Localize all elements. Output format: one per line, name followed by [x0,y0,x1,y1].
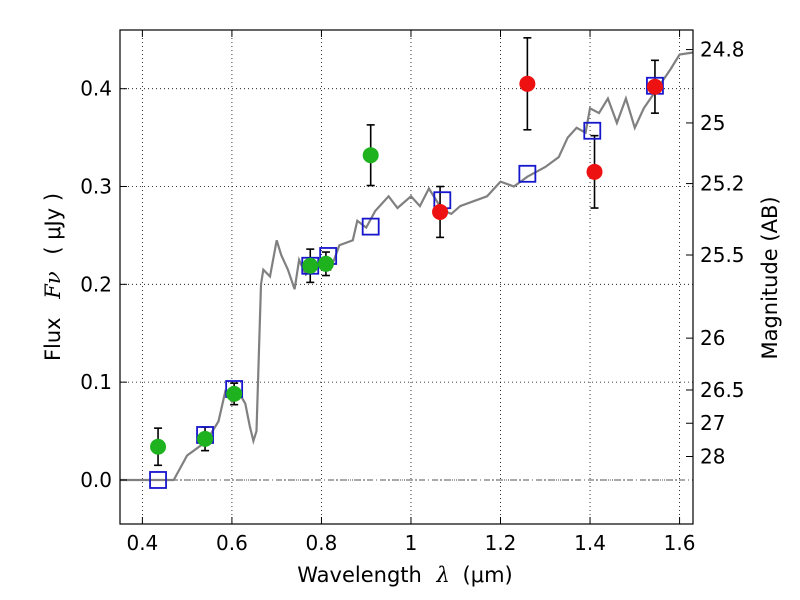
x-tick-label: 0.6 [216,531,248,555]
model-photometry-layer [149,76,664,489]
y-tick-label: 0.0 [80,468,112,492]
y2-tick-label: 28 [700,445,725,469]
optical-point [150,438,167,455]
y-axis-label: Flux Fν ( μJy ) [41,193,65,361]
optical-point [317,255,334,272]
y-axis-label-prefix: Flux [41,317,65,361]
x-axis-label: Wavelength λ (μm) [297,563,512,587]
optical-point [362,147,379,164]
y2-axis-label: Magnitude (AB) [758,196,782,359]
plot-frame [119,29,694,525]
optical-point [226,385,243,402]
y-tick-label: 0.3 [80,175,112,199]
x-tick-label: 1 [405,531,418,555]
y2-tick-label: 25 [700,111,725,135]
x-axis-label-symbol: λ [436,563,450,587]
x-tick-label: 1.6 [664,531,696,555]
x-axis-label-unit: (μm) [463,563,513,587]
y-tick-label: 0.1 [80,370,112,394]
x-tick-label: 0.4 [126,531,158,555]
y2-tick-label: 26 [700,326,725,350]
tick-layer: 0.4 0.6 0.8 1 1.2 1.4 1.6 0.0 0.1 0.2 0.3 0.4 24.8 25… [80,30,745,555]
x-tick-label: 0.8 [306,531,338,555]
y-axis-label-symbol: Fν [41,271,65,300]
model-photometry-square [583,121,602,140]
optical-point [302,257,319,274]
observed-points-layer [150,75,663,455]
nir-point [432,203,449,220]
y-axis-label-unit: ( μJy ) [41,193,65,255]
nir-point [586,163,603,180]
model-spectrum-line [120,51,694,482]
y2-tick-label: 25.5 [700,243,745,267]
x-tick-label: 1.4 [574,531,606,555]
x-tick-label: 1.2 [485,531,517,555]
model-photometry-square [518,164,537,183]
model-photometry-square [149,471,167,489]
y-tick-label: 0.4 [80,77,112,101]
x-axis-label-prefix: Wavelength [297,563,422,587]
optical-point [197,430,214,447]
y2-tick-label: 25.2 [700,172,745,196]
model-photometry-square [361,217,380,236]
y-tick-label: 0.2 [80,272,112,296]
y2-tick-label: 26.5 [700,378,745,402]
nir-point [519,75,536,92]
y2-tick-label: 27 [700,411,725,435]
nir-point [646,78,663,95]
errorbar-layer [154,37,659,467]
y2-tick-label: 24.8 [700,38,745,62]
